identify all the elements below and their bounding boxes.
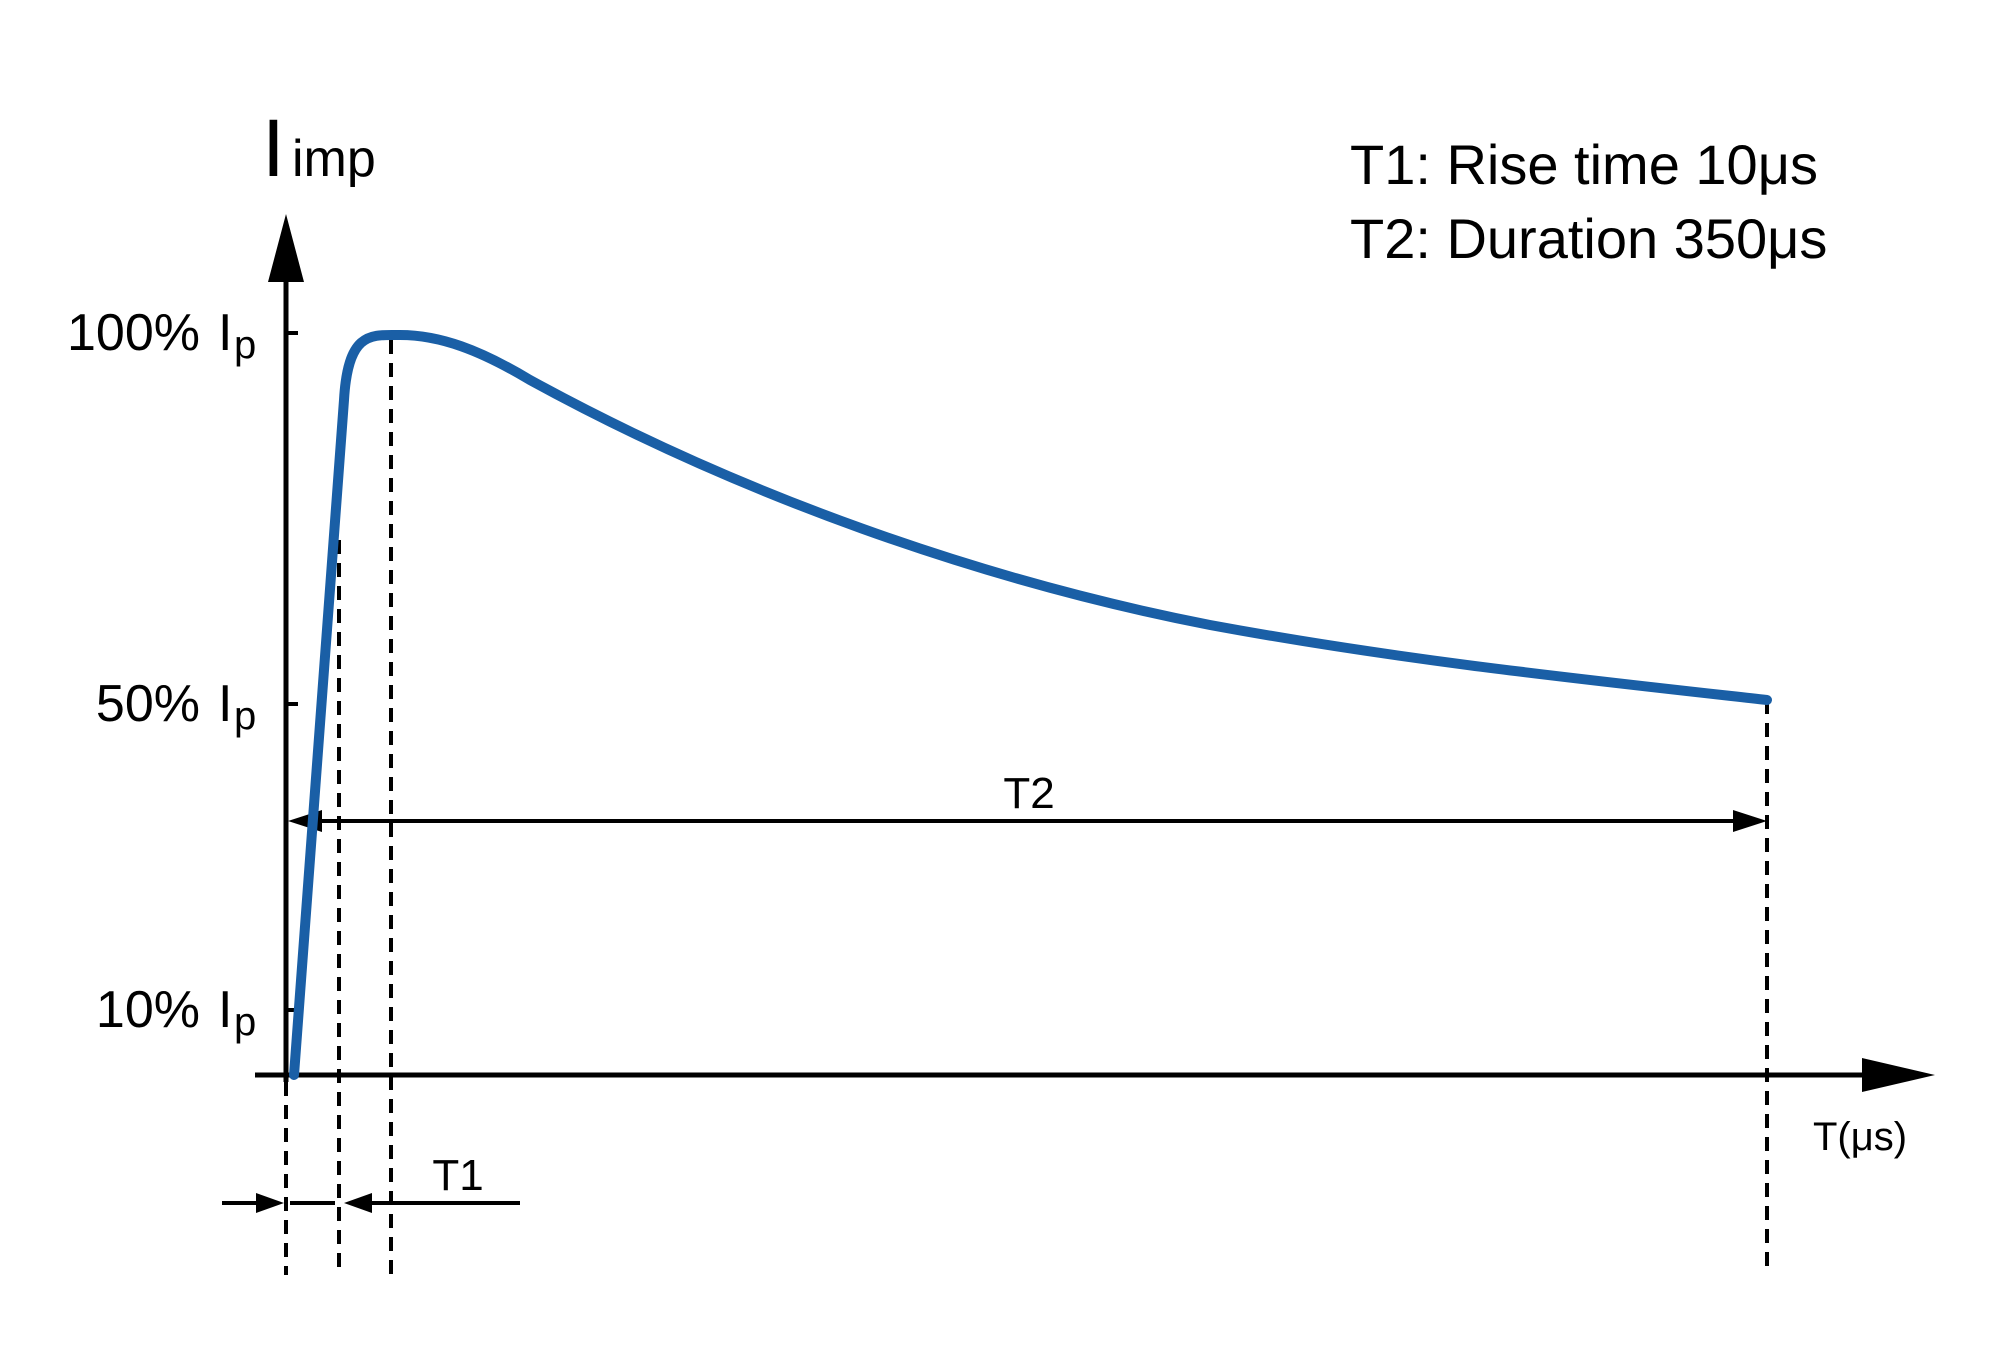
- x-axis-title: T(μs): [1813, 1115, 1907, 1159]
- level-10-symbol: I: [218, 981, 232, 1039]
- y-axis: [268, 214, 304, 1082]
- t1-label: T1: [432, 1151, 483, 1200]
- t1-left-arrowhead: [256, 1193, 284, 1213]
- y-axis-title: I: [262, 103, 285, 194]
- y-axis-title-subscript: imp: [292, 130, 376, 188]
- impulse-waveform: [289, 329, 1772, 1080]
- level-10-subscript: p: [234, 1000, 256, 1044]
- level-100-label: 100%: [67, 304, 200, 362]
- legend-line-1: T1: Rise time 10μs: [1350, 133, 1818, 196]
- guide-lines: [284, 340, 1769, 1275]
- t2-label: T2: [1003, 769, 1054, 818]
- level-50-symbol: I: [218, 675, 232, 733]
- level-100-subscript: p: [234, 323, 256, 367]
- t2-dimension: T2: [288, 769, 1767, 832]
- level-10-label: 10%: [96, 981, 200, 1039]
- level-50-subscript: p: [234, 694, 256, 738]
- y-axis-arrowhead: [268, 214, 304, 282]
- legend-line-2: T2: Duration 350μs: [1350, 207, 1827, 270]
- t1-right-arrowhead: [344, 1193, 372, 1213]
- level-100-symbol: I: [218, 304, 232, 362]
- level-50-label: 50%: [96, 675, 200, 733]
- x-axis-arrowhead: [1862, 1058, 1935, 1092]
- t2-arrowhead-right: [1733, 810, 1767, 832]
- x-axis: [255, 1058, 1935, 1092]
- t1-dimension: T1: [222, 1151, 520, 1213]
